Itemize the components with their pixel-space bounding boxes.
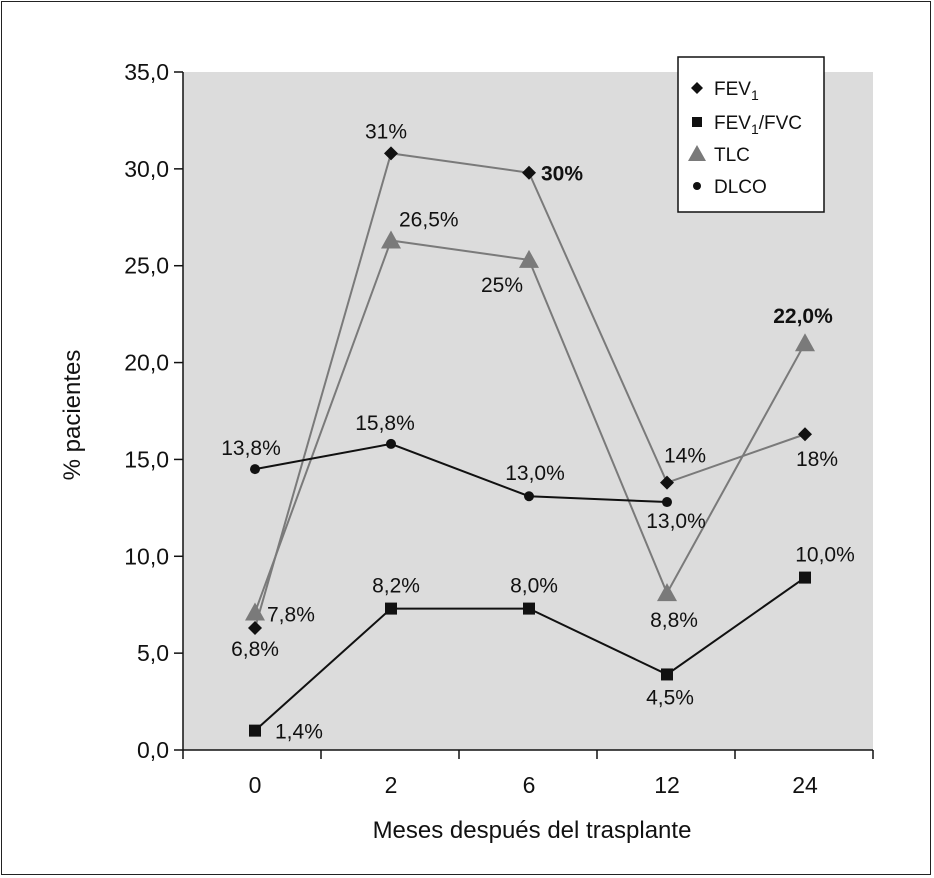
- legend-label-dlco: DLCO: [714, 177, 767, 198]
- data-labels: 6,8% 31% 30% 14% 18% 1,4% 8,2% 8,0% 4,5% 10,0% 7,8…: [221, 120, 855, 743]
- legend-marker-fev1-fvc: [692, 117, 702, 127]
- data-label: 13,0%: [646, 510, 706, 533]
- point-fev1: [248, 620, 262, 635]
- point-dlco: [662, 497, 672, 508]
- data-label: 8,8%: [650, 609, 698, 632]
- legend-label-fev1-fvc: FEV1/FVC: [714, 113, 802, 137]
- x-tick-label: 0: [249, 772, 262, 798]
- data-label: 4,5%: [646, 686, 694, 709]
- axes: 0,0 5,0 10,0 15,0 20,0 25,0 30,0 35,0 0 2 6 12 24: [124, 59, 874, 798]
- legend-label-tlc: TLC: [714, 145, 750, 166]
- point-fev1-fvc: [661, 668, 673, 681]
- point-tlc: [519, 249, 539, 268]
- data-label: 13,0%: [505, 462, 565, 485]
- x-tick-label: 6: [523, 772, 536, 798]
- point-tlc: [245, 602, 265, 621]
- data-label: 18%: [796, 448, 838, 471]
- data-label: 8,2%: [372, 575, 420, 598]
- y-tick-label: 20,0: [124, 350, 169, 376]
- legend-marker-fev1: [691, 82, 703, 94]
- data-label: 15,8%: [355, 412, 415, 435]
- data-label: 31%: [365, 120, 407, 143]
- y-tick-label: 10,0: [124, 543, 169, 569]
- x-tick-label: 2: [385, 772, 398, 798]
- series-markers: [245, 146, 815, 737]
- data-label: 13,8%: [221, 437, 281, 460]
- point-fev1: [660, 475, 674, 490]
- legend-marker-dlco: [693, 182, 701, 190]
- x-axis-title: Meses después del trasplante: [373, 817, 692, 844]
- y-tick-label: 25,0: [124, 253, 169, 279]
- point-fev1: [522, 165, 536, 180]
- y-tick-label: 0,0: [137, 737, 169, 763]
- data-label: 7,8%: [267, 603, 315, 626]
- point-dlco: [524, 491, 534, 502]
- legend-marker-tlc: [688, 145, 706, 161]
- point-fev1-fvc: [385, 602, 397, 615]
- data-label: 1,4%: [275, 721, 323, 744]
- point-fev1: [798, 427, 812, 442]
- point-dlco: [386, 438, 396, 449]
- data-label: 10,0%: [795, 544, 855, 567]
- x-tick-label: 24: [792, 772, 818, 798]
- point-fev1-fvc: [523, 602, 535, 615]
- legend-box: [677, 56, 825, 213]
- point-tlc: [795, 333, 815, 352]
- point-fev1-fvc: [249, 724, 261, 737]
- x-tick-label: 12: [654, 772, 680, 798]
- y-tick-label: 30,0: [124, 156, 169, 182]
- data-label: 22,0%: [773, 305, 833, 328]
- y-axis-title: % pacientes: [59, 350, 86, 481]
- point-fev1-fvc: [799, 571, 811, 584]
- point-dlco: [250, 464, 260, 475]
- point-fev1: [384, 146, 398, 161]
- data-label: 14%: [664, 445, 706, 468]
- data-label: 26,5%: [399, 209, 459, 232]
- point-tlc: [381, 230, 401, 249]
- y-tick-label: 15,0: [124, 446, 169, 472]
- data-label: 25%: [481, 274, 523, 297]
- data-label: 8,0%: [510, 575, 558, 598]
- y-tick-label: 35,0: [124, 59, 169, 85]
- series-line-dlco: [254, 442, 668, 504]
- y-tick-label: 5,0: [137, 640, 169, 666]
- point-tlc: [657, 583, 677, 602]
- data-label: 30%: [541, 163, 583, 186]
- data-label: 6,8%: [231, 638, 279, 661]
